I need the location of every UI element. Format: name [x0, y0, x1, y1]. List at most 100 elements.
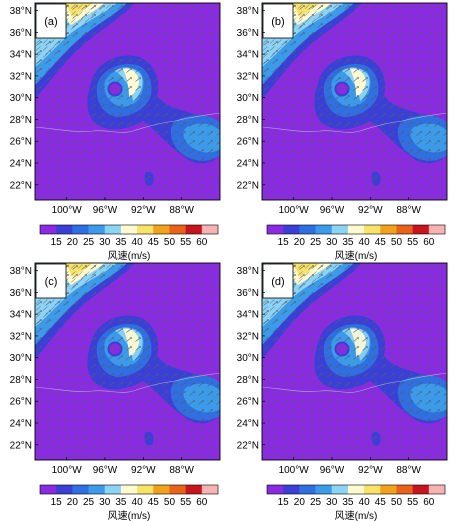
- colorbar-bin: [380, 485, 397, 494]
- colorbar: 15 20 25 30 35 40 45 50 55 60 风速(m/s): [39, 224, 219, 262]
- colorbar-bin: [185, 485, 203, 494]
- colorbar-bin: [40, 225, 57, 234]
- y-tick-label: 36°N: [237, 288, 259, 299]
- colorbar-tick-label: 35: [342, 497, 354, 508]
- y-tick-label: 30°N: [237, 93, 259, 104]
- colorbar-tick-label: 30: [99, 497, 111, 508]
- colorbar-bin: [72, 225, 89, 234]
- colorbar-bin: [56, 485, 73, 494]
- colorbar-frame: [266, 484, 446, 495]
- coastline: [262, 112, 447, 133]
- map-frame: [261, 2, 448, 201]
- colorbar-bin: [88, 225, 106, 234]
- colorbar-tick-label: 35: [115, 237, 127, 248]
- colorbar-bin: [153, 225, 170, 234]
- y-tick-label: 30°N: [10, 353, 32, 364]
- colorbar-tick-label: 25: [83, 497, 95, 508]
- colorbar-tick-label: 40: [359, 497, 371, 508]
- map-frame: [34, 262, 221, 461]
- colorbar-bin: [396, 485, 413, 494]
- colorbar-title: 风速(m/s): [108, 250, 151, 262]
- colorbar-tick-label: 35: [115, 497, 127, 508]
- colorbar-bin: [315, 485, 333, 494]
- colorbar-tick-label: 15: [51, 237, 63, 248]
- colorbar-bin: [299, 485, 316, 494]
- y-tick-label: 28°N: [10, 115, 32, 126]
- colorbar-tick-label: 20: [67, 497, 79, 508]
- colorbar-tick-label: 60: [196, 497, 208, 508]
- x-tick-label: 96°W: [93, 205, 118, 216]
- colorbar-bin: [283, 485, 300, 494]
- y-tick-label: 26°N: [10, 137, 32, 148]
- colorbar-title: 风速(m/s): [108, 510, 151, 521]
- colorbar-bin: [104, 485, 122, 494]
- colorbar-frame: [266, 224, 446, 235]
- y-tick-label: 22°N: [10, 440, 32, 451]
- colorbar-bin: [412, 485, 430, 494]
- colorbar-bin: [283, 225, 300, 234]
- colorbar-title: 风速(m/s): [335, 510, 378, 521]
- panel-d: (d) 22°N 24°N 26°N 28°N 30°N 32°N 34°N 36°N 38°N 1…: [237, 262, 448, 521]
- colorbar-bin: [120, 485, 138, 494]
- colorbar-tick-label: 25: [310, 497, 322, 508]
- colorbar-bin: [201, 485, 219, 494]
- colorbar-bin: [396, 225, 413, 234]
- colorbar-bin: [201, 225, 219, 234]
- x-tick-label: 100°W: [279, 465, 310, 476]
- panel-label: (d): [271, 276, 284, 288]
- y-tick-label: 38°N: [10, 6, 32, 17]
- colorbar: 15 20 25 30 35 40 45 50 55 60 风速(m/s): [39, 484, 219, 521]
- colorbar-tick-label: 50: [164, 237, 176, 248]
- panel-label: (a): [44, 16, 57, 28]
- colorbar-bin: [120, 225, 138, 234]
- colorbar-tick-label: 50: [164, 497, 176, 508]
- panel-c: (c) 22°N 24°N 26°N 28°N 30°N 32°N 34°N 36°N 38°N 1…: [10, 262, 221, 521]
- colorbar-bin: [428, 225, 446, 234]
- coastline: [262, 372, 447, 393]
- panel-label-box: [35, 3, 67, 39]
- x-tick-label: 96°W: [320, 465, 345, 476]
- colorbar-tick-label: 50: [391, 497, 403, 508]
- colorbar-bin: [153, 485, 170, 494]
- coastline: [35, 372, 220, 393]
- colorbar-bin: [347, 485, 365, 494]
- colorbar-tick-label: 15: [278, 497, 290, 508]
- colorbar-bin: [137, 485, 154, 494]
- colorbar-frame: [39, 484, 219, 495]
- colorbar-bin: [169, 225, 186, 234]
- coastline: [35, 112, 220, 133]
- colorbar-bin: [428, 485, 446, 494]
- colorbar-tick-label: 30: [326, 497, 338, 508]
- x-tick-label: 100°W: [52, 205, 83, 216]
- y-tick-label: 34°N: [10, 50, 32, 61]
- y-tick-label: 36°N: [237, 28, 259, 39]
- colorbar-tick-label: 45: [148, 237, 160, 248]
- y-tick-label: 30°N: [237, 353, 259, 364]
- colorbar-tick-label: 30: [326, 237, 338, 248]
- panel-label-box: [35, 263, 67, 299]
- panel-a: (a) 22°N 24°N 26°N 28°N 30°N 32°N 34°N 36°N 38°N 1…: [10, 2, 221, 262]
- colorbar-bin: [137, 225, 154, 234]
- colorbar-tick-label: 25: [83, 237, 95, 248]
- colorbar-tick-label: 60: [423, 237, 435, 248]
- colorbar-bin: [315, 225, 333, 234]
- colorbar-tick-label: 55: [407, 237, 419, 248]
- panel-label-box: [262, 263, 294, 299]
- colorbar-tick-label: 55: [407, 497, 419, 508]
- y-tick-label: 32°N: [237, 71, 259, 82]
- colorbar: 15 20 25 30 35 40 45 50 55 60 风速(m/s): [266, 484, 446, 521]
- colorbar-tick-label: 60: [196, 237, 208, 248]
- y-tick-label: 22°N: [10, 180, 32, 191]
- colorbar-tick-label: 50: [391, 237, 403, 248]
- y-tick-label: 24°N: [10, 418, 32, 429]
- y-tick-label: 22°N: [237, 180, 259, 191]
- colorbar-tick-label: 60: [423, 497, 435, 508]
- x-tick-label: 96°W: [320, 205, 345, 216]
- colorbar-tick-label: 30: [99, 237, 111, 248]
- x-tick-label: 88°W: [169, 205, 194, 216]
- y-tick-label: 34°N: [10, 310, 32, 321]
- colorbar-tick-label: 15: [51, 497, 63, 508]
- colorbar-tick-label: 20: [67, 237, 79, 248]
- colorbar-frame: [39, 224, 219, 235]
- colorbar-tick-label: 20: [294, 497, 306, 508]
